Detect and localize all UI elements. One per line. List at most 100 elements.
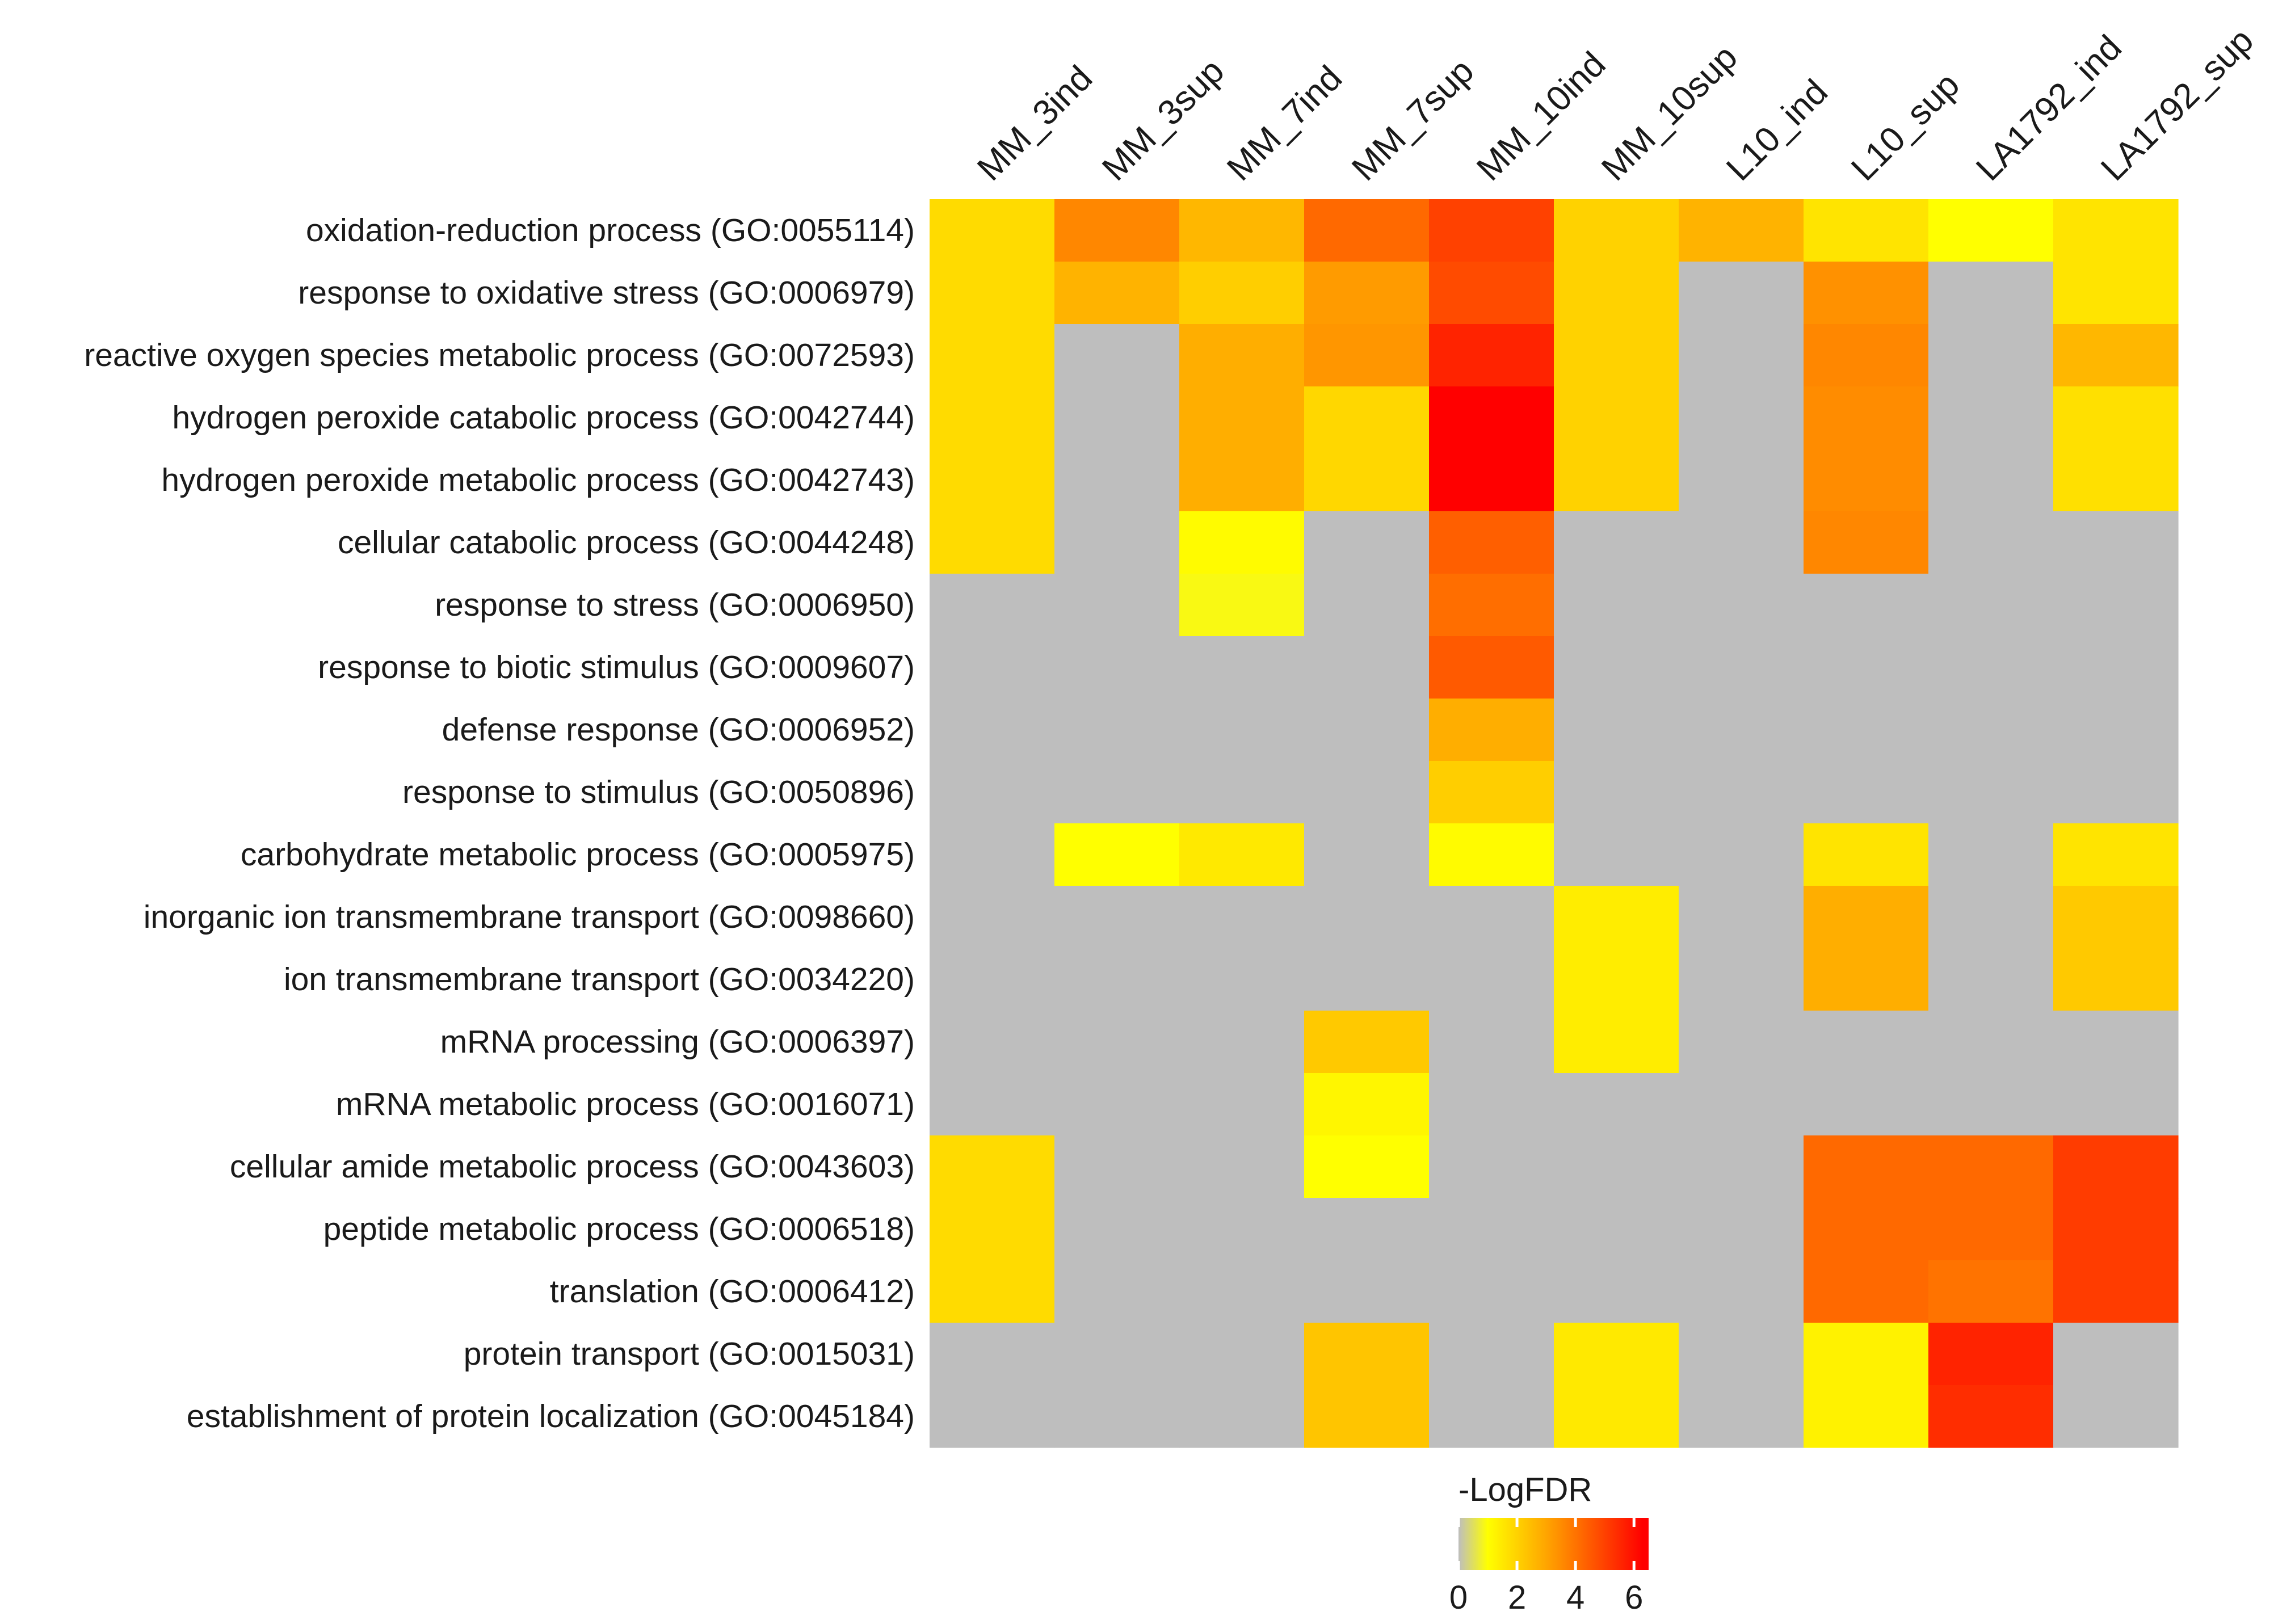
heatmap-cell	[1679, 324, 1804, 387]
heatmap-cell	[1679, 948, 1804, 1011]
heatmap-cell	[1304, 1011, 1430, 1074]
row-label: response to stress (GO:0006950)	[435, 587, 915, 623]
heatmap-cell	[930, 886, 1055, 949]
heatmap-cell	[1804, 761, 1929, 824]
heatmap-cell	[1804, 199, 1929, 262]
heatmap-cell	[930, 636, 1055, 699]
heatmap-cell	[2053, 1073, 2179, 1136]
heatmap-cell	[1679, 1073, 1804, 1136]
heatmap-cell	[1804, 948, 1929, 1011]
heatmap-cell	[1429, 1135, 1554, 1198]
row-label: hydrogen peroxide catabolic process (GO:…	[172, 399, 915, 436]
heatmap-cell	[2053, 886, 2179, 949]
heatmap-cell	[1804, 1135, 1929, 1198]
heatmap-cell	[1429, 324, 1554, 387]
heatmap-cell	[1554, 1385, 1679, 1448]
heatmap-cell	[1304, 636, 1430, 699]
heatmap-cell	[930, 1260, 1055, 1323]
heatmap-cell	[1179, 1198, 1305, 1261]
row-label: cellular catabolic process (GO:0044248)	[338, 524, 915, 561]
heatmap-cell	[1054, 324, 1180, 387]
heatmap-cell	[1304, 823, 1430, 886]
heatmap-cell	[2053, 199, 2179, 262]
heatmap-cell	[1179, 948, 1305, 1011]
row-label: reactive oxygen species metabolic proces…	[84, 337, 915, 373]
heatmap-cell	[930, 1198, 1055, 1261]
legend-tick-label: 2	[1508, 1579, 1526, 1616]
column-label: MM_10ind	[1469, 44, 1613, 188]
heatmap-cell	[2053, 449, 2179, 512]
row-label: mRNA metabolic process (GO:0016071)	[336, 1086, 915, 1122]
heatmap-cell	[1054, 1323, 1180, 1386]
heatmap-cell	[1429, 199, 1554, 262]
heatmap-cell	[930, 1073, 1055, 1136]
heatmap-cell	[1679, 886, 1804, 949]
heatmap-cell	[1179, 1011, 1305, 1074]
heatmap-cell	[2053, 761, 2179, 824]
heatmap-cell	[1054, 1135, 1180, 1198]
heatmap-cell	[930, 1011, 1055, 1074]
heatmap-cell	[2053, 1135, 2179, 1198]
heatmap-cell	[930, 511, 1055, 574]
heatmap-cell	[1429, 636, 1554, 699]
heatmap-cell	[2053, 1260, 2179, 1323]
heatmap-cell	[1928, 324, 2054, 387]
heatmap-cell	[1928, 386, 2054, 449]
heatmap-cell	[1928, 1323, 2054, 1386]
row-label: response to stimulus (GO:0050896)	[402, 774, 915, 810]
heatmap-cell	[1554, 1323, 1679, 1386]
heatmap-cell	[1054, 199, 1180, 262]
heatmap-cell	[1928, 449, 2054, 512]
heatmap-cell	[1554, 511, 1679, 574]
row-label: translation (GO:0006412)	[550, 1273, 915, 1310]
heatmap-cell	[1928, 1011, 2054, 1074]
heatmap-cell	[1679, 449, 1804, 512]
heatmap-cell	[1554, 1135, 1679, 1198]
heatmap-cell	[1179, 636, 1305, 699]
heatmap-cell	[2053, 636, 2179, 699]
heatmap-cell	[1429, 761, 1554, 824]
heatmap-cell	[1679, 761, 1804, 824]
heatmap-cell	[1179, 511, 1305, 574]
heatmap-cell	[1679, 574, 1804, 637]
row-label: carbohydrate metabolic process (GO:00059…	[241, 836, 915, 873]
heatmap-cell	[1304, 886, 1430, 949]
heatmap-cell	[1429, 886, 1554, 949]
heatmap-cell	[1304, 1198, 1430, 1261]
heatmap-cell	[1304, 1260, 1430, 1323]
heatmap-cell	[2053, 574, 2179, 637]
heatmap-cell	[1429, 574, 1554, 637]
heatmap-cell	[1429, 1260, 1554, 1323]
heatmap-cell	[1928, 761, 2054, 824]
column-label: L10_ind	[1719, 72, 1835, 188]
heatmap-cell	[1679, 199, 1804, 262]
heatmap-cell	[1054, 886, 1180, 949]
heatmap-cell	[1804, 1073, 1929, 1136]
heatmap-cell	[1304, 324, 1430, 387]
heatmap-cell	[1679, 386, 1804, 449]
heatmap-cell	[1054, 1260, 1180, 1323]
column-labels: MM_3indMM_3supMM_7indMM_7supMM_10indMM_1…	[970, 21, 2261, 188]
heatmap-cell	[1429, 823, 1554, 886]
heatmap-cell	[1554, 1198, 1679, 1261]
heatmap-cell	[1804, 1260, 1929, 1323]
heatmap-cell	[1179, 1385, 1305, 1448]
heatmap-cell	[1679, 699, 1804, 761]
heatmap-cell	[930, 386, 1055, 449]
heatmap-cell	[1179, 574, 1305, 637]
heatmap-cell	[1429, 948, 1554, 1011]
heatmap-cell	[1679, 1198, 1804, 1261]
heatmap-cell	[1928, 886, 2054, 949]
heatmap-cell	[1804, 511, 1929, 574]
heatmap-cell	[1179, 262, 1305, 325]
row-label: peptide metabolic process (GO:0006518)	[323, 1211, 915, 1247]
heatmap-cell	[1429, 511, 1554, 574]
heatmap-cell	[1179, 823, 1305, 886]
heatmap-cell	[1928, 262, 2054, 325]
heatmap-cell	[1054, 948, 1180, 1011]
heatmap-cell	[1804, 1198, 1929, 1261]
heatmap-cell	[1179, 199, 1305, 262]
heatmap-cell	[1304, 1385, 1430, 1448]
heatmap-cell	[1304, 386, 1430, 449]
heatmap-cell	[1429, 386, 1554, 449]
